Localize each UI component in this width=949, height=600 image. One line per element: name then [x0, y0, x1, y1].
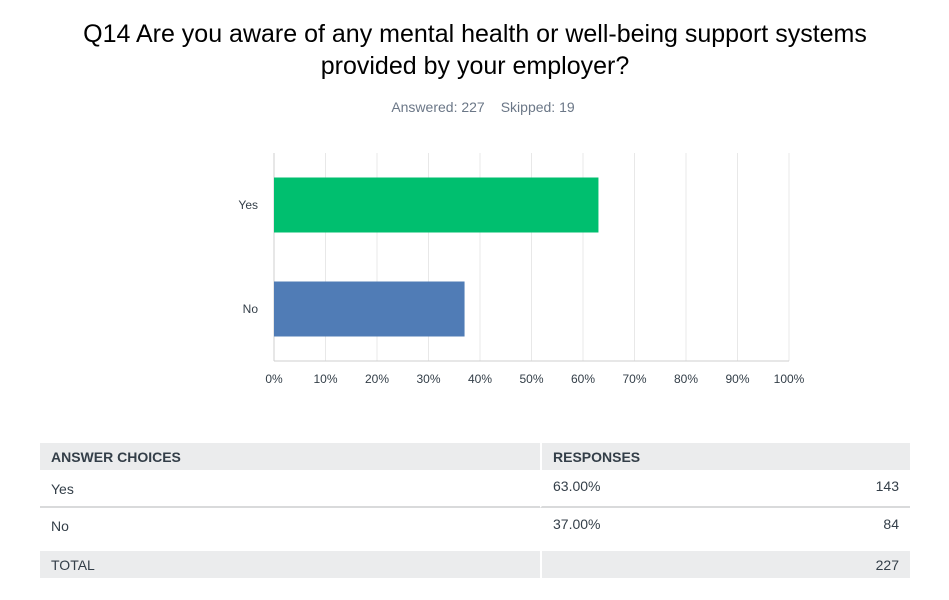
header-answer-choices: ANSWER CHOICES — [40, 443, 540, 470]
bar-yes — [274, 177, 599, 233]
table-row: Yes 63.00% 143 — [40, 470, 910, 508]
total-label: TOTAL — [40, 551, 540, 578]
x-tick-label: 50% — [519, 372, 543, 386]
x-tick-label: 70% — [622, 372, 646, 386]
skipped-count: Skipped: 19 — [500, 99, 575, 115]
responses-table: ANSWER CHOICES RESPONSES Yes 63.00% 143 No 3… — [40, 443, 910, 578]
question-title: Q14 Are you aware of any mental health o… — [83, 20, 867, 80]
y-category-label: No — [243, 302, 259, 316]
x-tick-label: 20% — [365, 372, 389, 386]
x-tick-label: 80% — [674, 372, 698, 386]
y-category-label: Yes — [238, 198, 258, 212]
answered-count: Answered: 227 — [391, 99, 485, 115]
x-tick-label: 0% — [265, 372, 283, 386]
total-spacer — [540, 551, 767, 578]
table-header: ANSWER CHOICES RESPONSES — [40, 443, 910, 470]
total-row: TOTAL 227 — [40, 551, 910, 578]
bar-no — [274, 281, 465, 337]
bar-chart: 0% 10% 20% 30% 40% 50% 60% 70% 80% 90% 100% Yes No — [238, 153, 805, 386]
table-row: No 37.00% 84 — [40, 508, 910, 551]
total-count: 227 — [766, 551, 910, 578]
header-responses: RESPONSES — [540, 443, 910, 470]
x-tick-label: 60% — [571, 372, 595, 386]
response-count: 143 — [766, 470, 910, 508]
x-tick-label: 100% — [774, 372, 805, 386]
choice-label: No — [51, 518, 69, 534]
response-stats: Answered: 227 Skipped: 19 — [0, 99, 949, 115]
choice-label: Yes — [40, 470, 540, 508]
response-percent: 37.00% — [540, 508, 766, 551]
response-percent: 63.00% — [540, 470, 767, 508]
x-tick-label: 90% — [725, 372, 749, 386]
x-tick-label: 10% — [313, 372, 337, 386]
x-tick-label: 30% — [416, 372, 440, 386]
x-tick-label: 40% — [468, 372, 492, 386]
response-count: 84 — [883, 516, 899, 532]
